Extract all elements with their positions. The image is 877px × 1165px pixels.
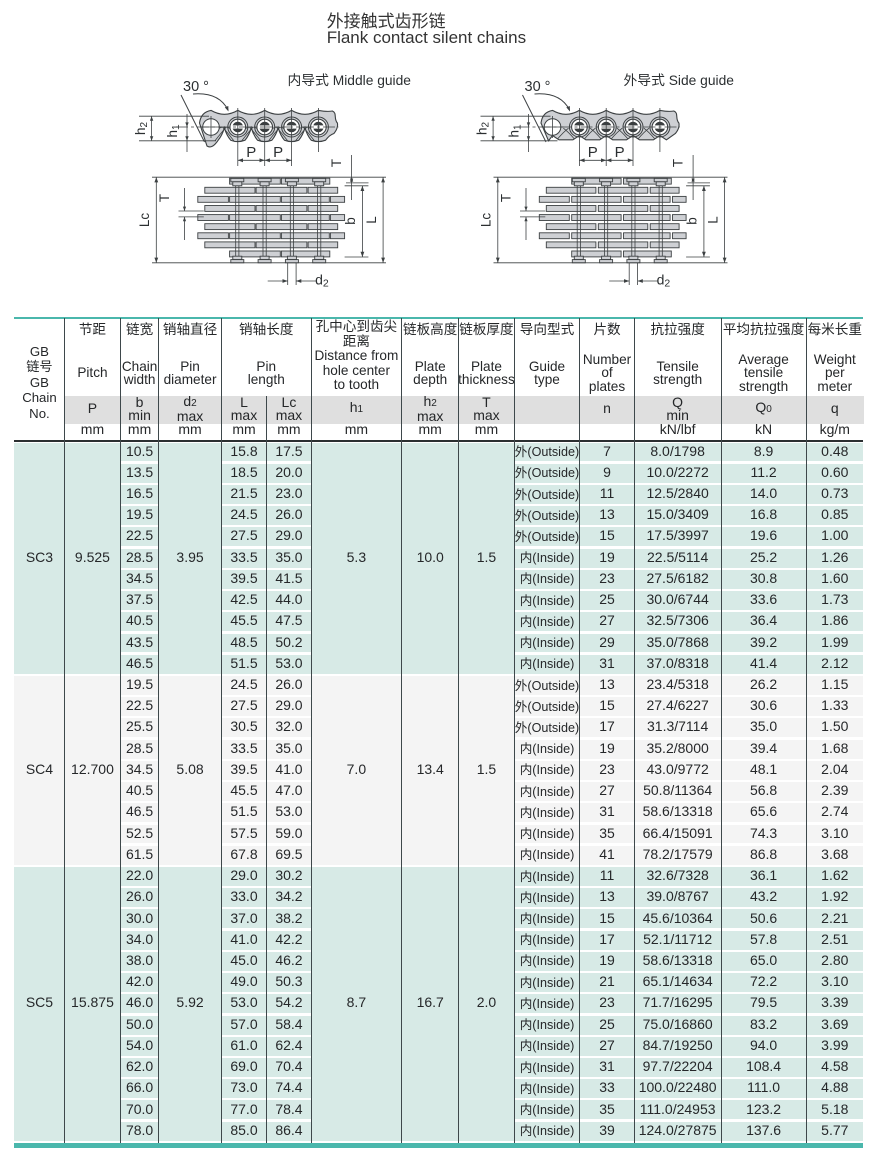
svg-text:L: L xyxy=(706,216,721,224)
svg-text:P: P xyxy=(588,144,598,161)
svg-text:P: P xyxy=(273,144,283,161)
svg-text:30 °: 30 ° xyxy=(525,79,551,95)
svg-text:Lc: Lc xyxy=(137,213,152,228)
svg-text:L: L xyxy=(364,216,379,224)
svg-text:Lc: Lc xyxy=(479,213,494,228)
svg-text:T: T xyxy=(499,194,514,202)
svg-text:内导式 Middle guide: 内导式 Middle guide xyxy=(288,73,412,88)
svg-text:30 °: 30 ° xyxy=(183,79,209,95)
svg-text:P: P xyxy=(615,144,625,161)
svg-text:h1: h1 xyxy=(507,124,524,138)
svg-text:T: T xyxy=(671,159,686,167)
svg-text:d2: d2 xyxy=(657,272,671,290)
svg-text:b: b xyxy=(685,217,700,225)
svg-text:h2: h2 xyxy=(475,122,492,136)
svg-text:T: T xyxy=(329,159,344,167)
svg-text:外导式 Side guide: 外导式 Side guide xyxy=(624,73,735,88)
svg-text:h1: h1 xyxy=(165,124,182,138)
svg-text:T: T xyxy=(157,194,172,202)
svg-text:d2: d2 xyxy=(315,272,329,290)
svg-text:h2: h2 xyxy=(133,122,150,136)
svg-text:b: b xyxy=(343,217,358,225)
svg-text:P: P xyxy=(246,144,256,161)
